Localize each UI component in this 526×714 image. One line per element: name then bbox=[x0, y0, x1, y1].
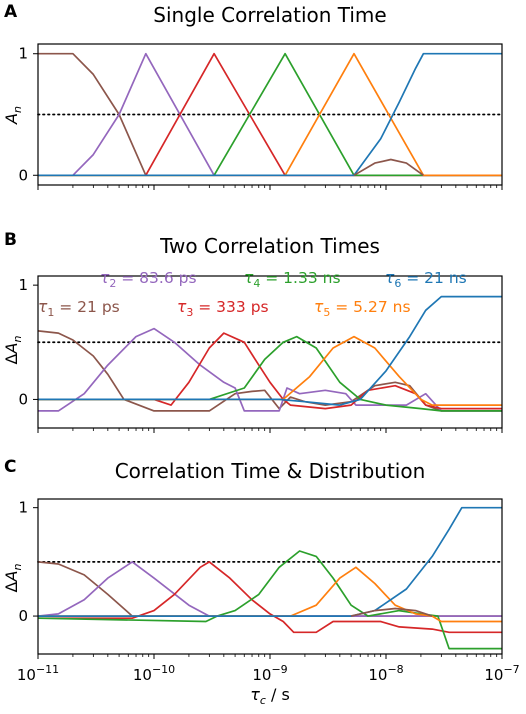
series-line-tau3 bbox=[38, 561, 502, 634]
x-tick-label: 10−7 bbox=[484, 663, 519, 684]
y-tick-label: 1 bbox=[18, 499, 28, 517]
x-axis-label: τc / s bbox=[250, 685, 290, 707]
annotation-tau2: τ2 = 83.6 ps bbox=[100, 269, 197, 290]
panel-letter: A bbox=[4, 2, 18, 22]
annotation-tau3: τ3 = 333 ps bbox=[177, 298, 269, 319]
x-tick-label: 10−10 bbox=[133, 663, 175, 684]
series-line-tau1 bbox=[350, 607, 433, 617]
series-line-tau2 bbox=[38, 561, 502, 617]
panel-b: B Two Correlation Times 0 1 ΔAn τ2 = 83.6 ps τ… bbox=[2, 230, 503, 433]
annotation-tau5: τ5 = 5.27 ns bbox=[314, 298, 411, 319]
annotation-tau1: τ1 = 21 ps bbox=[38, 298, 120, 319]
series-line-tau1 bbox=[353, 158, 424, 177]
plot-frame bbox=[37, 498, 503, 655]
annotation-tau4: τ4 = 1.33 ns bbox=[244, 269, 341, 290]
y-tick-label: 0 bbox=[18, 390, 28, 408]
series-line-tau5 bbox=[38, 335, 502, 406]
chart-title: Single Correlation Time bbox=[153, 3, 386, 27]
y-tick-label: 1 bbox=[18, 276, 28, 294]
y-axis-label: ΔAn bbox=[2, 564, 24, 593]
y-axis-label: An bbox=[2, 106, 24, 125]
y-tick-label: 0 bbox=[18, 166, 28, 184]
x-tick-label: 10−11 bbox=[17, 663, 59, 684]
series-line-tau5 bbox=[38, 566, 502, 623]
panel-c: C Correlation Time & Distribution 0 1 ΔAn bbox=[2, 457, 503, 659]
panel-a: A Single Correlation Time 0 1 An bbox=[2, 2, 503, 190]
panel-letter: B bbox=[4, 230, 17, 250]
series-line-tau4 bbox=[38, 335, 502, 412]
x-tick-label: 10−8 bbox=[368, 663, 403, 684]
x-tick-label: 10−9 bbox=[252, 663, 287, 684]
series-line-tau1 bbox=[38, 561, 502, 617]
series-line-tau4 bbox=[38, 550, 502, 650]
y-tick-label: 1 bbox=[18, 45, 28, 63]
chart-title: Two Correlation Times bbox=[159, 234, 380, 258]
chart-title: Correlation Time & Distribution bbox=[115, 459, 426, 483]
annotation-tau6: τ6 = 21 ns bbox=[385, 269, 467, 290]
y-tick-label: 0 bbox=[18, 607, 28, 625]
y-axis-label: ΔAn bbox=[2, 336, 24, 365]
series-line-tau6 bbox=[38, 295, 502, 406]
panel-letter: C bbox=[4, 457, 16, 477]
